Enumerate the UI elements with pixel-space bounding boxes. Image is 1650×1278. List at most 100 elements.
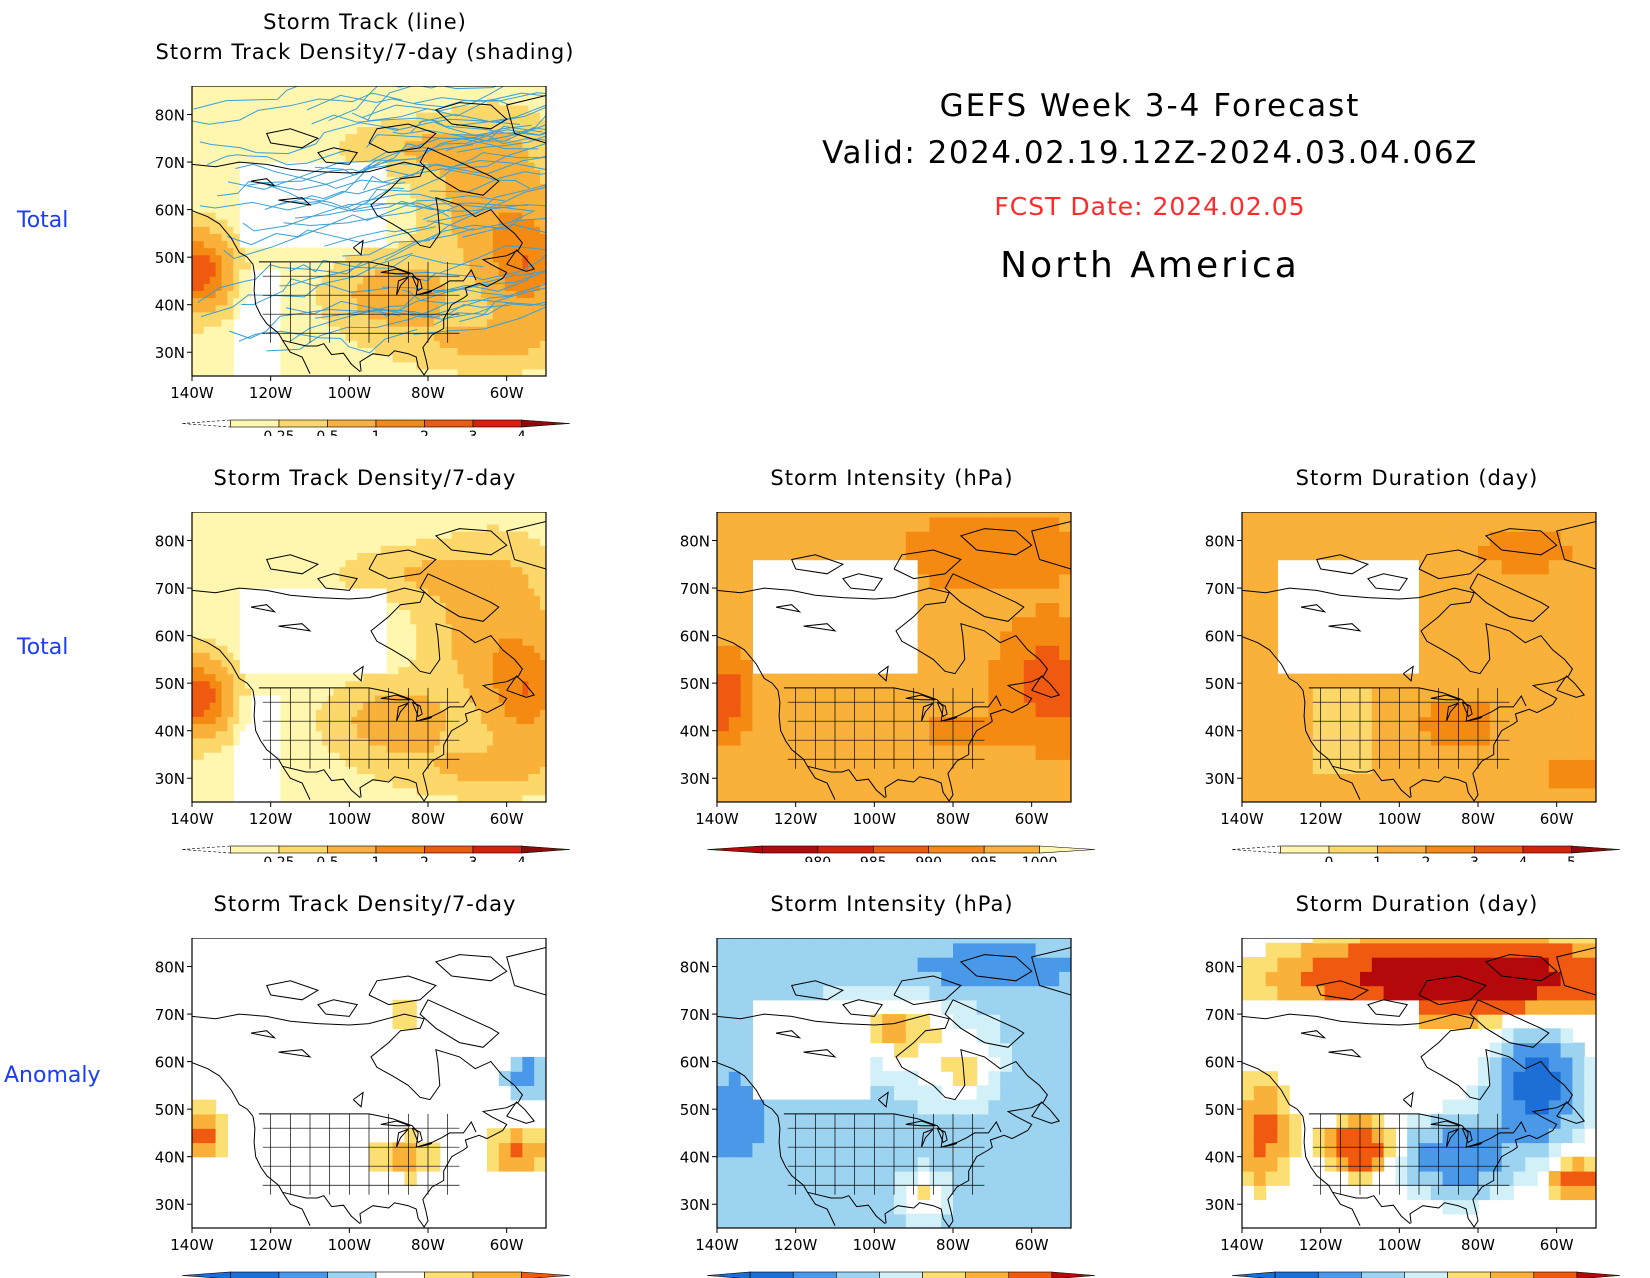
grid-cell: [505, 340, 512, 348]
grid-cell: [216, 276, 223, 284]
grid-cell: [446, 595, 453, 603]
grid-cell: [522, 233, 529, 241]
grid-cell: [493, 667, 500, 675]
grid-cell: [363, 759, 370, 767]
grid-cell: [499, 674, 506, 682]
grid-cell: [381, 567, 388, 575]
grid-cell: [328, 545, 335, 553]
grid-cell: [316, 781, 323, 789]
grid-cell: [977, 774, 989, 789]
grid-cell: [1242, 702, 1254, 717]
grid-cell: [257, 112, 264, 120]
grid-cell: [481, 162, 488, 170]
grid-cell: [387, 752, 394, 760]
grid-cell: [304, 738, 311, 746]
grid-cell: [316, 298, 323, 306]
grid-cell: [298, 538, 305, 546]
grid-cell: [328, 560, 335, 568]
grid-cell: [428, 674, 435, 682]
grid-cell: [906, 517, 918, 532]
grid-cell: [304, 574, 311, 582]
grid-cell: [192, 290, 199, 298]
grid-cell: [811, 788, 823, 803]
grid-cell: [517, 162, 524, 170]
grid-cell: [522, 759, 529, 767]
grid-cell: [522, 588, 529, 596]
grid-cell: [458, 276, 465, 284]
grid-cell: [310, 348, 317, 356]
grid-cell: [286, 581, 293, 589]
grid-cell: [345, 759, 352, 767]
grid-cell: [511, 766, 517, 774]
grid-cell: [363, 788, 370, 796]
grid-cell: [534, 241, 541, 249]
grid-cell: [198, 716, 205, 724]
grid-cell: [404, 91, 411, 99]
grid-cell: [481, 512, 488, 517]
grid-cell: [233, 517, 240, 525]
grid-cell: [717, 745, 729, 760]
grid-cell: [239, 531, 246, 539]
grid-cell: [977, 688, 989, 703]
grid-cell: [216, 674, 223, 682]
grid-cell: [222, 162, 229, 170]
grid-cell: [481, 574, 488, 582]
grid-cell: [393, 724, 400, 732]
grid-cell: [481, 560, 488, 568]
grid-cell: [222, 610, 229, 618]
grid-cell: [434, 610, 441, 618]
grid-cell: [929, 674, 941, 689]
grid-cell: [404, 681, 411, 689]
grid-cell: [452, 617, 459, 625]
grid-cell: [310, 362, 317, 370]
grid-cell: [534, 624, 541, 632]
grid-cell: [227, 610, 234, 618]
grid-cell: [269, 531, 276, 539]
grid-cell: [275, 688, 282, 696]
grid-cell: [534, 774, 541, 782]
grid-cell: [281, 545, 288, 553]
grid-cell: [481, 781, 488, 789]
grid-cell: [328, 702, 335, 710]
grid-cell: [528, 233, 535, 241]
grid-cell: [499, 759, 506, 767]
x-tick-label: 80W: [411, 384, 445, 402]
grid-cell: [281, 512, 288, 517]
grid-cell: [204, 702, 211, 710]
grid-cell: [340, 340, 347, 348]
grid-cell: [204, 191, 211, 199]
grid-cell: [410, 766, 417, 774]
grid-cell: [210, 659, 217, 667]
grid-cell: [216, 781, 223, 789]
grid-cell: [251, 91, 258, 99]
row-label-anomaly: Anomaly: [4, 1063, 101, 1088]
grid-cell: [381, 531, 388, 539]
grid-cell: [316, 759, 323, 767]
grid-cell: [345, 319, 352, 327]
grid-cell: [847, 716, 859, 731]
grid-cell: [192, 759, 199, 767]
grid-cell: [198, 759, 205, 767]
grid-cell: [375, 333, 382, 341]
grid-cell: [458, 348, 465, 356]
grid-cell: [222, 681, 229, 689]
grid-cell: [263, 86, 270, 91]
grid-cell: [517, 567, 524, 575]
grid-cell: [475, 752, 482, 760]
grid-cell: [499, 574, 506, 582]
grid-cell: [487, 759, 494, 767]
grid-cell: [192, 517, 199, 525]
grid-cell: [859, 745, 871, 760]
grid-cell: [334, 552, 341, 560]
grid-cell: [1012, 617, 1024, 632]
grid-cell: [776, 759, 788, 774]
grid-cell: [1036, 531, 1048, 546]
grid-cell: [1242, 512, 1254, 517]
grid-cell: [404, 560, 411, 568]
grid-cell: [859, 531, 871, 546]
grid-cell: [204, 688, 211, 696]
y-tick-label: 30N: [155, 344, 185, 362]
grid-cell: [906, 531, 918, 546]
grid-cell: [257, 674, 264, 682]
grid-cell: [522, 788, 529, 796]
